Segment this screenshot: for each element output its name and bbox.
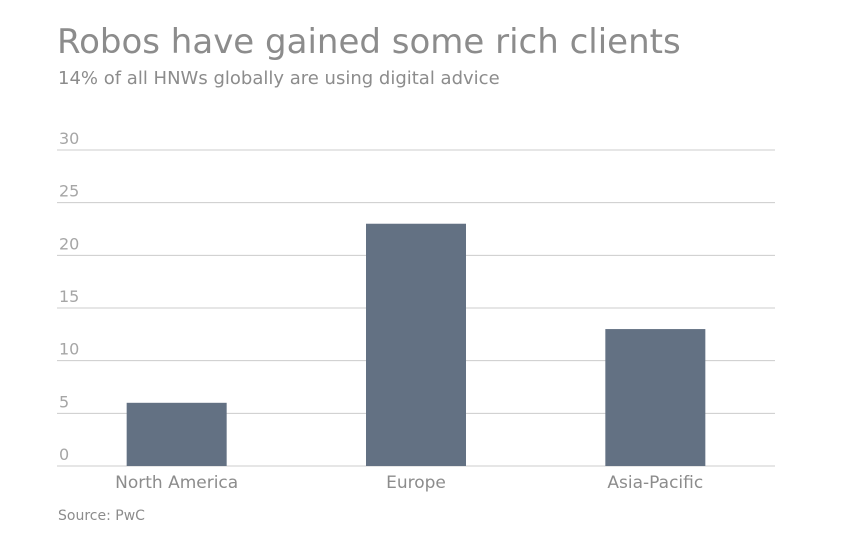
bar-europe — [366, 223, 466, 466]
chart-subtitle: 14% of all HNWs globally are using digit… — [58, 68, 500, 89]
x-category-label: Asia-Pacific — [607, 473, 703, 493]
bars — [126, 223, 706, 466]
chart-title: Robos have gained some rich clients — [57, 22, 681, 62]
y-tick-label: 25 — [59, 182, 79, 201]
y-tick-label: 10 — [59, 340, 79, 359]
source-note: Source: PwC — [58, 508, 145, 524]
y-tick-label: 30 — [59, 129, 79, 148]
y-axis-tick-labels: 0 5 10 15 20 25 30 — [59, 129, 79, 464]
y-tick-label: 5 — [59, 392, 69, 411]
y-tick-label: 15 — [59, 287, 79, 306]
x-category-label: Europe — [386, 473, 446, 493]
bar-north-america — [126, 402, 227, 466]
y-tick-label: 0 — [59, 445, 69, 464]
x-category-label: North America — [115, 473, 238, 493]
bar-asia-pacific — [605, 329, 706, 466]
x-axis-category-labels: North America Europe Asia-Pacific — [115, 473, 703, 493]
y-tick-label: 20 — [59, 234, 79, 253]
